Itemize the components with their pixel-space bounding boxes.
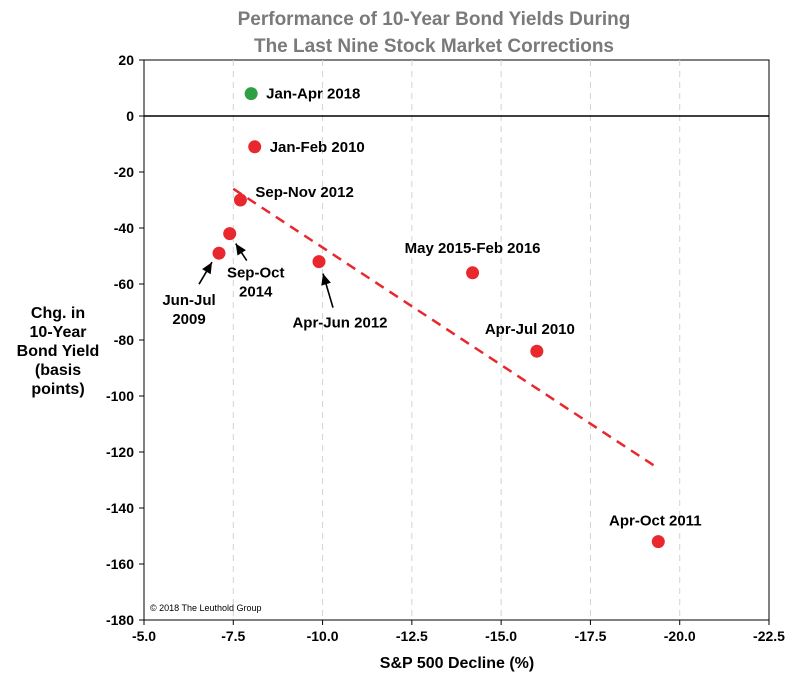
point-label: Apr-Jul 2010 <box>485 321 575 338</box>
annotation-arrowhead <box>235 243 246 256</box>
point-label-line: Sep-Oct <box>227 265 285 282</box>
x-tick-label: -12.5 <box>396 628 428 644</box>
point-label: Jan-Apr 2018 <box>266 86 360 103</box>
y-tick-label: -100 <box>106 388 134 404</box>
point-label-line: Jun-Jul <box>162 292 215 309</box>
point-labels: Jan-Apr 2018 Jan-Feb 2010 Sep-Nov 2012 Sep-… <box>162 86 701 530</box>
chart-title-line-2: The Last Nine Stock Market Corrections <box>254 36 614 57</box>
y-tick-label: -80 <box>114 332 134 348</box>
y-tick-label: -60 <box>114 276 134 292</box>
y-axis-ticks: 20 0 -20 -40 -60 -80 -100 -120 -140 -160 -180 <box>106 52 144 628</box>
data-point <box>244 87 258 101</box>
data-point <box>223 227 237 241</box>
x-tick-label: -10.0 <box>307 628 339 644</box>
data-points <box>212 87 665 549</box>
y-axis-label-line-2: 10-Year <box>30 324 87 341</box>
y-axis-label-line-4: (basis <box>35 362 81 379</box>
chart-title-line-1: Performance of 10-Year Bond Yields Durin… <box>238 9 631 30</box>
y-axis-label-line-3: Bond Yield <box>17 343 100 360</box>
annotation-arrowhead <box>202 262 212 275</box>
x-tick-label: -5.0 <box>132 628 156 644</box>
data-point <box>466 266 480 280</box>
x-tick-label: -7.5 <box>221 628 245 644</box>
point-label-line: 2014 <box>239 284 273 301</box>
data-point <box>530 344 544 358</box>
y-tick-label: -160 <box>106 556 134 572</box>
point-label: Jan-Feb 2010 <box>270 139 365 156</box>
y-tick-label: -40 <box>114 220 134 236</box>
y-axis-label: Chg. in 10-Year Bond Yield (basis points… <box>17 305 100 398</box>
data-point <box>651 535 665 549</box>
y-tick-label: 20 <box>118 52 134 68</box>
x-tick-label: -22.5 <box>753 628 785 644</box>
grid-lines <box>232 60 681 620</box>
y-axis-label-line-5: points) <box>31 381 84 398</box>
data-point <box>312 255 326 269</box>
data-point <box>212 246 226 260</box>
annotation-arrowhead <box>321 273 331 286</box>
x-axis-label: S&P 500 Decline (%) <box>380 655 534 672</box>
y-tick-label: -120 <box>106 444 134 460</box>
point-label: Sep-Nov 2012 <box>255 184 353 201</box>
data-point <box>248 140 262 154</box>
plot-area <box>143 59 770 621</box>
x-tick-label: -20.0 <box>664 628 696 644</box>
point-label: Sep-Oct 2014 <box>227 265 285 301</box>
point-label: May 2015-Feb 2016 <box>405 240 541 257</box>
y-tick-label: 0 <box>126 108 134 124</box>
y-tick-label: -180 <box>106 612 134 628</box>
point-label: Jun-Jul 2009 <box>162 292 215 328</box>
x-tick-label: -15.0 <box>485 628 517 644</box>
point-label: Apr-Oct 2011 <box>609 513 702 530</box>
copyright-note: © 2018 The Leuthold Group <box>150 603 262 613</box>
data-point <box>233 193 247 207</box>
point-label: Apr-Jun 2012 <box>292 315 387 332</box>
annotation-arrows <box>198 243 334 308</box>
y-axis-label-line-1: Chg. in <box>31 305 85 322</box>
chart-title: Performance of 10-Year Bond Yields Durin… <box>238 9 631 57</box>
x-axis-ticks: -5.0 -7.5 -10.0 -12.5 -15.0 -17.5 -20.0 -22.5 <box>132 620 785 644</box>
point-label-line: 2009 <box>172 311 205 328</box>
y-tick-label: -140 <box>106 500 134 516</box>
x-tick-label: -17.5 <box>574 628 606 644</box>
y-tick-label: -20 <box>114 164 134 180</box>
